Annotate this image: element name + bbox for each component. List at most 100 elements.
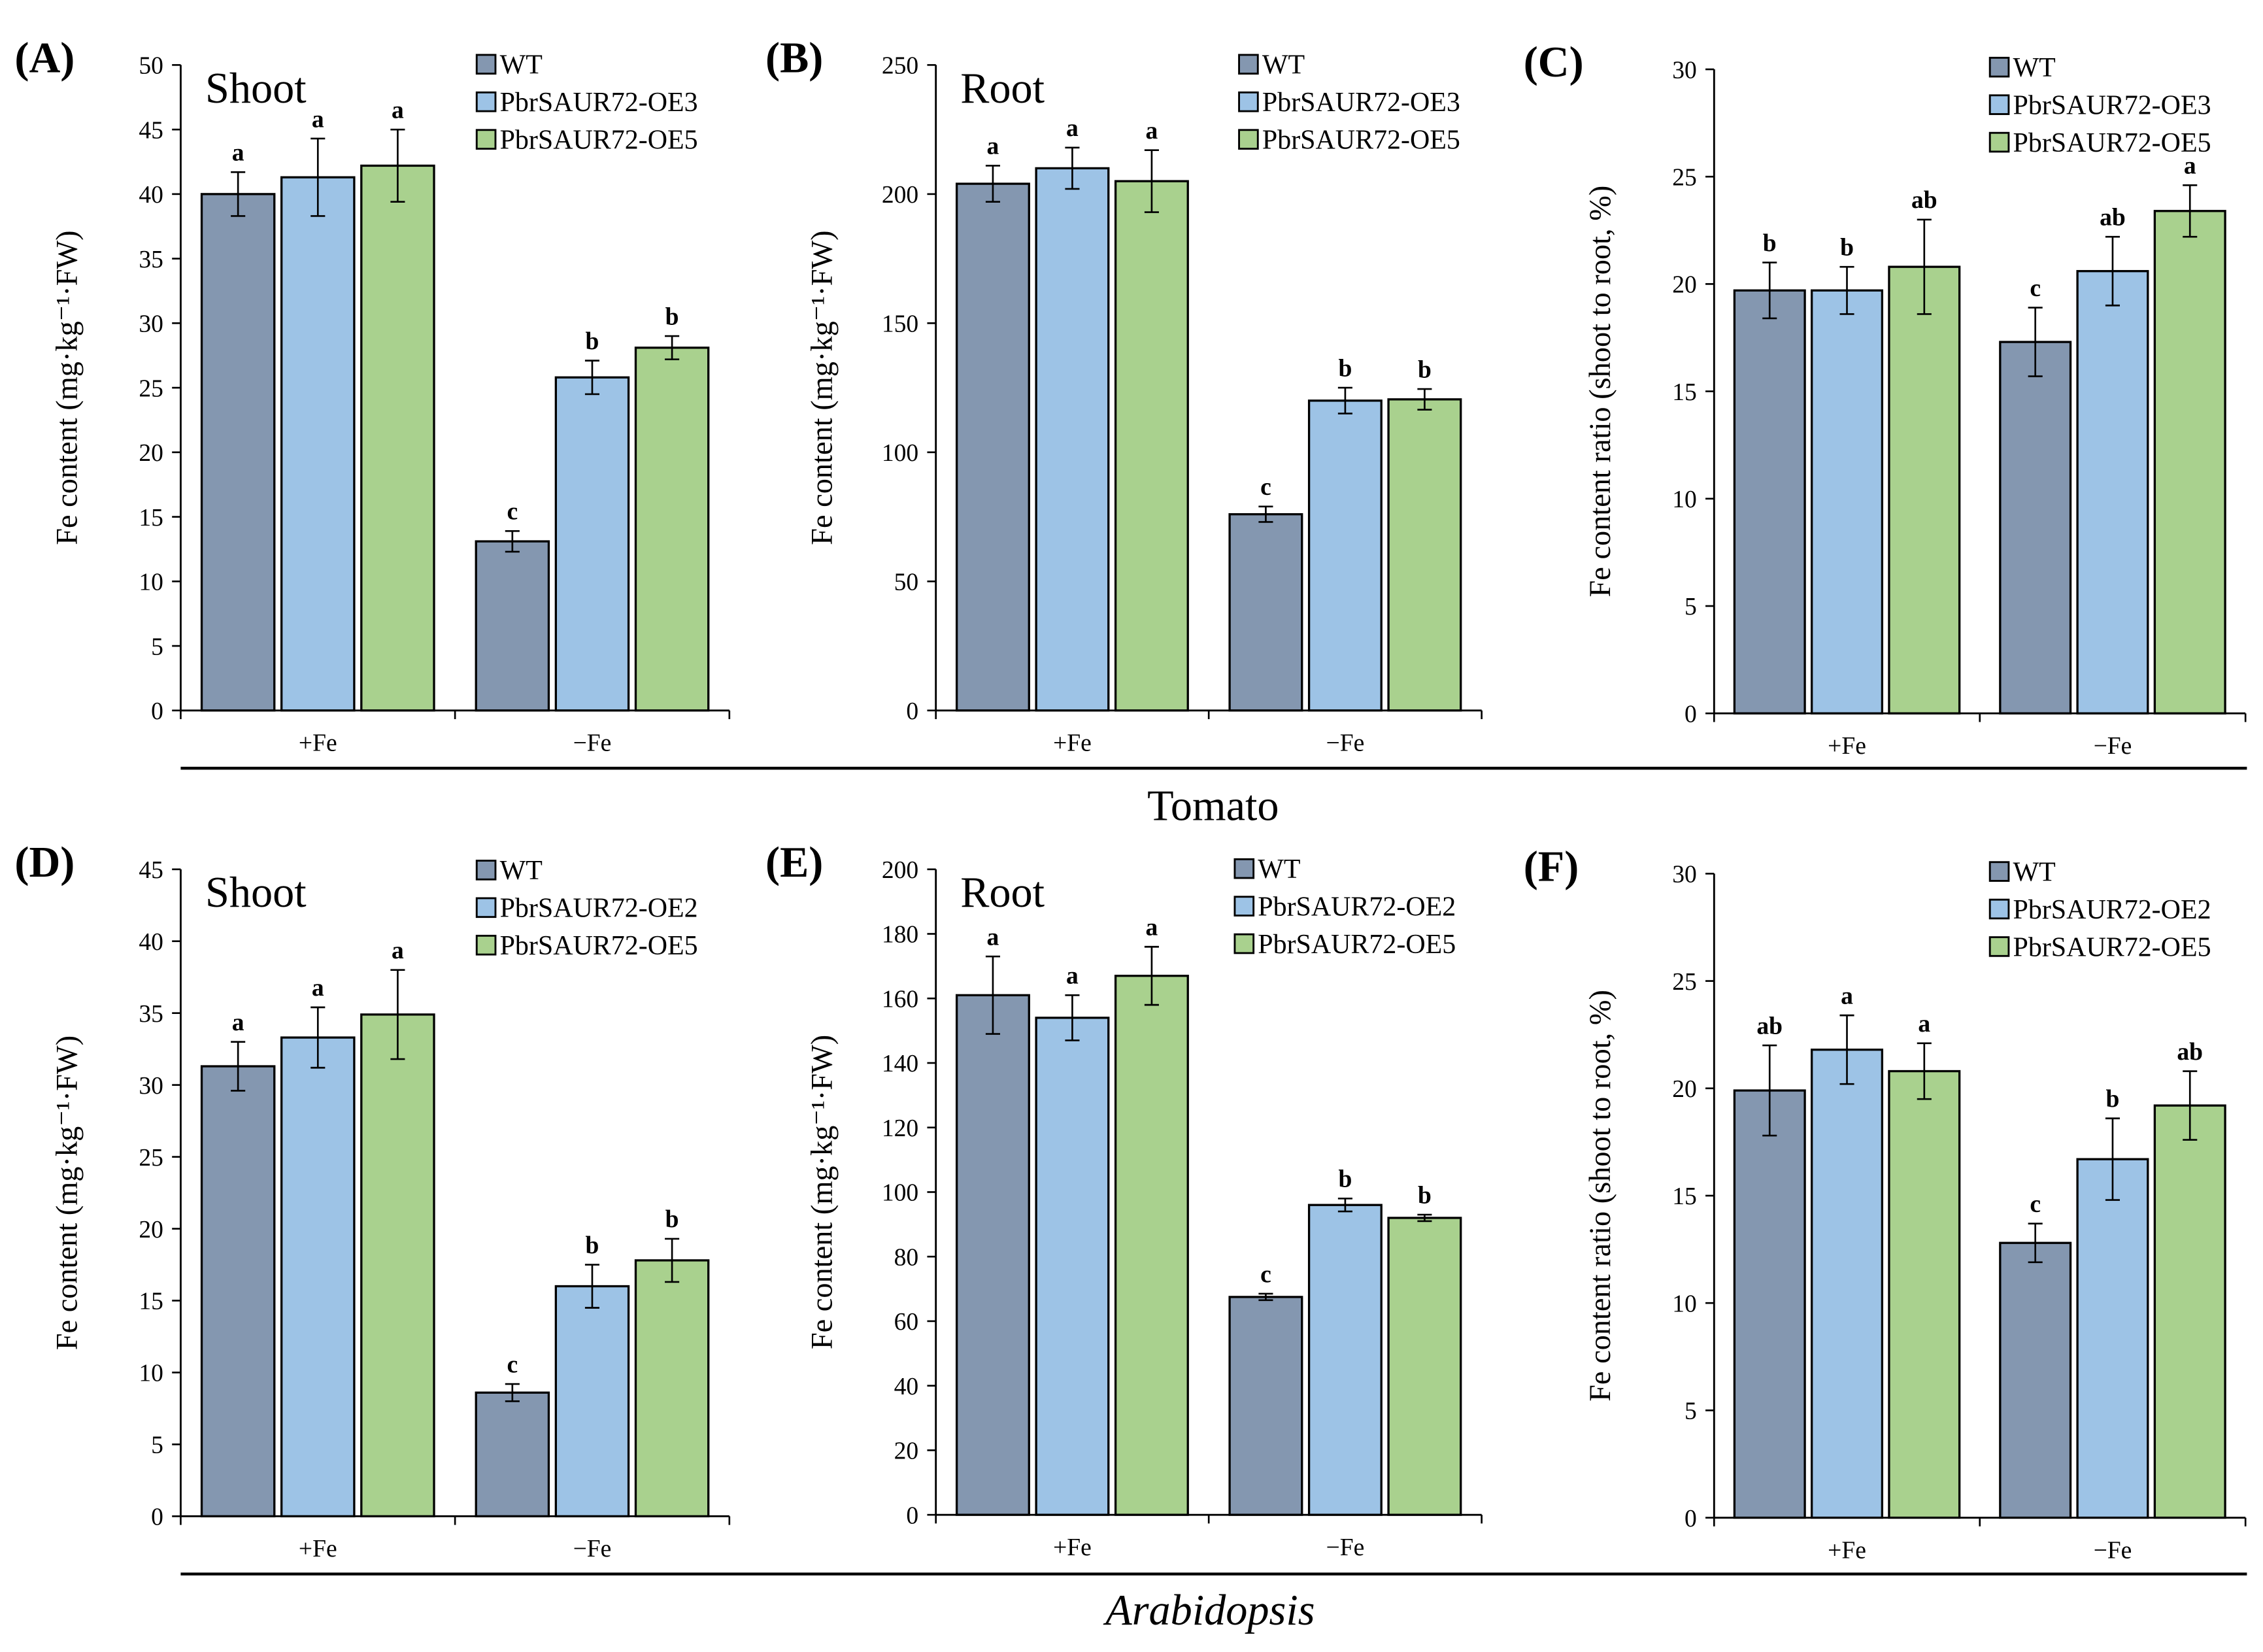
bar xyxy=(554,1285,630,1518)
y-tick-label: 15 xyxy=(1672,379,1697,406)
x-tick-label: −Fe xyxy=(573,730,612,757)
significance-letter: b xyxy=(665,1206,679,1233)
legend-swatch xyxy=(1988,936,2010,957)
panel-title: Shoot xyxy=(205,65,307,112)
y-tick-label: 50 xyxy=(139,53,163,80)
y-tick-label: 40 xyxy=(894,1374,919,1400)
bar xyxy=(280,176,356,712)
y-tick-label: 30 xyxy=(139,311,163,338)
panel-label: (A) xyxy=(14,34,75,82)
y-tick-label: 10 xyxy=(139,569,163,596)
bar xyxy=(1228,1296,1303,1516)
y-tick-label: 25 xyxy=(139,375,163,402)
x-tick-label: −Fe xyxy=(2094,1537,2132,1564)
significance-letter: c xyxy=(1260,474,1271,501)
legend-swatch xyxy=(1238,54,1259,75)
x-tick-label: +Fe xyxy=(1828,733,1866,760)
significance-letter: c xyxy=(2030,1191,2041,1218)
bar xyxy=(1307,1204,1383,1516)
significance-letter: a xyxy=(1918,1011,1930,1037)
y-tick-label: 25 xyxy=(1672,969,1697,996)
y-tick-label: 25 xyxy=(139,1145,163,1172)
legend-swatch xyxy=(475,54,497,75)
panel-label: (E) xyxy=(765,839,823,886)
y-tick-label: 25 xyxy=(1672,164,1697,191)
panel-b: (B) Root Fe content (mg·kg⁻¹·FW) 0 50 100 150 2… xyxy=(765,34,1483,757)
bar xyxy=(1733,289,1806,715)
legend-label: WT xyxy=(500,856,543,886)
legend-swatch xyxy=(1238,91,1259,112)
panel-label: (B) xyxy=(765,34,823,82)
significance-letter: b xyxy=(1338,1166,1352,1193)
significance-letter: c xyxy=(507,499,518,526)
panel-label: (D) xyxy=(14,839,75,886)
panel-label: (F) xyxy=(1524,843,1579,890)
y-tick-label: 0 xyxy=(151,698,163,725)
significance-letter: b xyxy=(586,1232,599,1259)
bar xyxy=(2076,1158,2149,1519)
y-axis-label: Fe content ratio (shoot to root, %) xyxy=(1584,990,1617,1402)
bar xyxy=(1035,167,1110,712)
legend-label: WT xyxy=(2013,53,2056,83)
panel-title: Root xyxy=(960,869,1045,917)
significance-letter: b xyxy=(586,328,599,355)
bar xyxy=(1307,399,1383,712)
panel-a: (A) Shoot Fe content (mg·kg⁻¹·FW) 0 5 10 15 20 2… xyxy=(14,34,731,757)
x-tick-label: −Fe xyxy=(1326,1534,1365,1561)
significance-letter: a xyxy=(312,106,324,133)
legend-label: PbrSAUR72-OE2 xyxy=(2013,895,2211,925)
significance-letter: a xyxy=(1066,115,1079,142)
y-tick-label: 5 xyxy=(1685,1398,1697,1425)
significance-letter: a xyxy=(2184,153,2196,180)
bar xyxy=(955,994,1030,1516)
x-tick-label: −Fe xyxy=(573,1536,612,1562)
y-tick-label: 50 xyxy=(894,569,919,596)
y-tick-label: 35 xyxy=(139,246,163,273)
y-tick-label: 10 xyxy=(1672,486,1697,513)
y-tick-label: 180 xyxy=(882,922,918,949)
bar xyxy=(360,1013,435,1518)
significance-letter: a xyxy=(392,97,404,124)
bar xyxy=(1733,1089,1806,1519)
y-tick-label: 35 xyxy=(139,1001,163,1028)
legend-label: WT xyxy=(1258,854,1300,885)
y-tick-label: 40 xyxy=(139,929,163,956)
y-tick-label: 10 xyxy=(1672,1290,1697,1317)
bar xyxy=(1811,289,1884,715)
legend-label: WT xyxy=(1262,50,1305,80)
significance-letter: ab xyxy=(1756,1013,1783,1039)
bar xyxy=(2076,270,2149,715)
legend-swatch xyxy=(1988,94,2010,115)
y-tick-label: 15 xyxy=(139,505,163,531)
species-label-arabidopsis: Arabidopsis xyxy=(1103,1587,1315,1634)
bar xyxy=(1888,265,1961,715)
panel-e: (E) Root Fe content (mg·kg⁻¹·FW) 0 20 40 60 80 1… xyxy=(765,839,1483,1561)
significance-letter: b xyxy=(1338,355,1352,382)
bar xyxy=(1114,180,1189,712)
bar xyxy=(280,1036,356,1518)
y-tick-label: 40 xyxy=(139,182,163,209)
y-axis-label: Fe content (mg·kg⁻¹·FW) xyxy=(50,1036,84,1350)
significance-letter: a xyxy=(312,975,324,1002)
bar xyxy=(1114,975,1189,1516)
legend-swatch xyxy=(475,934,497,956)
legend-label: PbrSAUR72-OE5 xyxy=(500,126,698,156)
y-tick-label: 200 xyxy=(882,857,918,884)
y-tick-label: 0 xyxy=(1685,701,1697,728)
legend-label: PbrSAUR72-OE5 xyxy=(1258,930,1456,960)
significance-letter: c xyxy=(1260,1261,1271,1288)
panel-d: (D) Shoot Fe content (mg·kg⁻¹·FW) 0 5 10 15 20 2… xyxy=(14,839,731,1562)
panel-title: Shoot xyxy=(205,869,307,917)
significance-letter: a xyxy=(1841,983,1853,1009)
y-tick-label: 5 xyxy=(151,633,163,660)
bar xyxy=(634,346,710,712)
bar xyxy=(1811,1049,1884,1519)
y-tick-label: 30 xyxy=(139,1073,163,1100)
bar xyxy=(2153,1104,2226,1519)
significance-letter: b xyxy=(1418,1182,1432,1209)
legend-swatch xyxy=(475,860,497,881)
legend-label: PbrSAUR72-OE3 xyxy=(500,88,698,118)
x-tick-label: −Fe xyxy=(2094,733,2132,760)
y-tick-label: 0 xyxy=(906,698,918,725)
